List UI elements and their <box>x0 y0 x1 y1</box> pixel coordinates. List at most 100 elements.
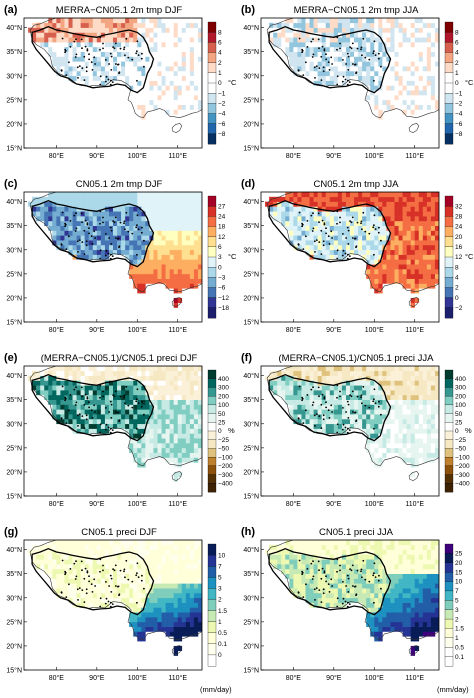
station-dot <box>108 237 110 239</box>
grid-cell <box>157 259 162 265</box>
grid-cell <box>197 70 202 77</box>
grid-cell <box>36 370 41 376</box>
lat-tick-label: 35°N <box>243 48 259 56</box>
grid-cell <box>173 46 179 52</box>
grid-cell <box>169 452 174 458</box>
grid-cell <box>141 109 146 115</box>
grid-cell <box>96 573 102 579</box>
grid-cell <box>185 249 191 255</box>
grid-cell <box>181 22 187 28</box>
grid-cell <box>32 211 37 217</box>
grid-cell <box>329 196 335 202</box>
grid-cell <box>52 549 57 555</box>
grid-cell <box>406 80 411 86</box>
grid-cell <box>382 399 387 405</box>
grid-cell <box>382 380 387 386</box>
grid-cell <box>137 621 142 627</box>
colorbar-tick-label: 16 <box>455 244 463 251</box>
grid-cell <box>141 46 146 52</box>
grid-cell <box>104 66 110 72</box>
grid-cell <box>100 220 106 226</box>
colorbar-box <box>444 93 454 104</box>
station-dot <box>135 52 138 55</box>
grid-cell <box>133 568 138 574</box>
grid-cell <box>333 230 339 236</box>
colorbar-tick-label: −2 <box>218 101 226 108</box>
grid-cell <box>52 578 57 584</box>
grid-cell <box>108 554 114 560</box>
grid-cell <box>153 438 158 444</box>
station-dot <box>347 417 350 419</box>
grid-cell <box>398 70 403 77</box>
station-dot <box>339 216 341 219</box>
grid-cell <box>145 568 150 574</box>
grid-cell <box>325 244 331 251</box>
grid-cell <box>313 390 318 396</box>
grid-cell <box>88 230 94 236</box>
station-dot <box>302 248 305 250</box>
grid-cell <box>52 22 57 28</box>
grid-cell <box>68 414 73 420</box>
grid-cell <box>137 66 142 72</box>
grid-cell <box>60 196 65 202</box>
grid-cell <box>313 394 318 400</box>
station-dot <box>325 227 327 230</box>
grid-cell <box>317 42 322 48</box>
grid-cell <box>44 201 49 207</box>
colorbar-tick-label: 6 <box>218 244 222 251</box>
grid-cell <box>422 428 428 434</box>
grid-cell <box>390 192 395 198</box>
grid-cell <box>133 235 138 241</box>
grid-cell <box>430 418 436 425</box>
grid-cell <box>165 438 170 444</box>
grid-cell <box>390 70 395 77</box>
grid-cell <box>317 51 322 57</box>
grid-cell <box>177 18 183 24</box>
grid-cell <box>402 206 407 212</box>
grid-cell <box>197 27 202 33</box>
grid-cell <box>157 56 162 62</box>
grid-cell <box>197 380 202 386</box>
station-dot <box>336 75 339 78</box>
grid-cell <box>153 75 158 81</box>
grid-cell <box>325 216 331 222</box>
station-dot <box>76 66 79 69</box>
grid-cell <box>169 235 174 241</box>
grid-cell <box>354 366 359 372</box>
grid-cell <box>293 66 298 72</box>
grid-cell <box>72 211 77 217</box>
grid-cell <box>378 264 383 270</box>
grid-cell <box>293 414 298 420</box>
grid-cell <box>370 259 375 265</box>
grid-cell <box>145 230 150 236</box>
grid-cell <box>117 568 122 574</box>
grid-cell <box>165 452 170 458</box>
grid-cell <box>390 390 395 396</box>
grid-cell <box>48 385 53 391</box>
grid-cell <box>173 128 179 134</box>
grid-cell <box>406 394 411 400</box>
grid-cell <box>313 220 318 226</box>
grid-cell <box>185 414 191 420</box>
station-dot <box>118 72 120 75</box>
colorbar-tick-label: −4 <box>455 111 463 118</box>
grid-cell <box>80 366 85 372</box>
grid-cell <box>100 37 106 43</box>
grid-cell <box>44 37 49 43</box>
grid-cell <box>88 192 94 198</box>
grid-cell <box>145 95 150 101</box>
grid-cell <box>72 70 77 77</box>
grid-cell <box>100 240 106 246</box>
colorbar-tick-label: 100 <box>455 402 466 409</box>
grid-cell <box>149 278 154 284</box>
grid-cell <box>378 27 383 33</box>
grid-cell <box>169 438 174 444</box>
station-dot <box>94 237 96 239</box>
grid-cell <box>410 206 416 212</box>
grid-cell <box>64 66 69 72</box>
grid-cell <box>145 99 150 105</box>
colorbar-tick-label: −2 <box>455 101 463 108</box>
colorbar-box <box>207 395 217 406</box>
grid-cell <box>382 375 387 381</box>
colorbar-tick-label: −1 <box>218 90 226 97</box>
